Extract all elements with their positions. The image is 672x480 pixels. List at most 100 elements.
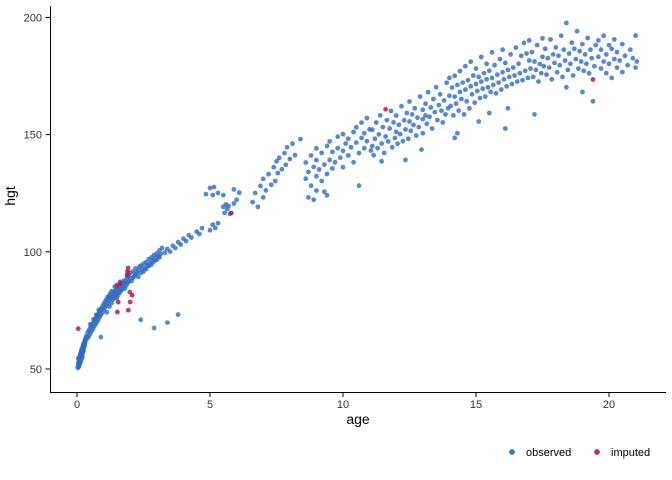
data-point-observed [319,178,325,184]
data-point-observed [562,58,568,63]
data-point-observed [322,162,327,168]
data-point-observed [104,309,110,315]
data-point-observed [541,63,547,69]
data-point-observed [489,75,495,81]
legend-label-observed: observed [526,447,571,459]
data-point-observed [353,140,359,146]
data-point-observed [480,86,486,92]
data-point-observed [263,188,269,193]
data-point-observed [407,119,412,124]
data-point-observed [340,131,346,137]
data-point-observed [459,96,464,102]
data-point-observed [411,122,416,128]
data-point-observed [500,47,505,53]
data-point-observed [158,251,164,257]
data-point-observed [397,131,403,137]
data-point-observed [556,53,561,59]
data-point-imputed [117,280,123,286]
data-point-observed [236,190,242,196]
data-point-imputed [129,292,135,298]
data-point-observed [429,126,435,131]
data-point-observed [210,192,216,198]
data-point-observed [337,155,343,161]
data-point-observed [419,147,424,153]
data-point-observed [596,38,601,43]
data-point-observed [412,105,418,111]
data-point-observed [327,139,333,144]
x-tick-label: 5 [207,399,213,411]
data-point-observed [564,20,569,26]
data-point-observed [335,145,341,151]
data-point-observed [322,189,327,195]
data-point-observed [580,41,585,47]
data-point-observed [272,178,278,184]
data-point-observed [448,103,454,109]
data-point-observed [407,99,412,104]
data-point-observed [165,320,170,325]
data-point-observed [380,124,386,130]
data-point-observed [427,114,432,120]
data-point-observed [460,80,466,85]
data-point-observed [521,40,527,46]
data-point-observed [361,130,367,136]
x-axis-title: age [346,411,370,427]
data-point-observed [314,173,319,179]
data-point-observed [494,72,500,77]
data-point-imputed [115,299,121,305]
data-point-observed [536,79,541,84]
data-point-observed [255,204,261,210]
data-point-observed [199,225,205,231]
data-point-observed [633,33,638,39]
data-point-observed [627,47,633,53]
data-point-observed [290,141,295,147]
data-point-observed [484,76,489,82]
data-point-observed [509,81,515,87]
data-point-observed [351,129,356,135]
data-point-observed [502,126,508,131]
data-point-observed [481,70,487,76]
data-point-observed [518,53,524,59]
data-point-observed [498,87,504,92]
data-point-observed [472,100,478,106]
data-point-observed [433,84,439,90]
data-point-observed [215,190,221,196]
data-point-observed [476,119,482,124]
data-point-observed [373,120,379,125]
data-point-observed [533,67,539,73]
data-point-observed [420,107,426,113]
data-point-observed [593,42,599,48]
data-point-observed [138,317,144,323]
data-point-observed [356,183,362,189]
data-point-observed [468,83,474,89]
data-point-observed [215,220,221,226]
data-point-observed [452,73,458,79]
data-point-observed [415,115,420,121]
data-point-observed [335,134,341,140]
data-point-observed [207,227,213,233]
data-point-observed [420,130,426,136]
data-point-observed [493,90,499,96]
data-point-observed [379,141,384,146]
data-point-observed [601,59,607,64]
data-point-observed [633,65,638,70]
data-point-observed [252,190,258,196]
data-point-observed [598,66,604,71]
data-point-observed [260,176,266,182]
data-point-observed [384,117,390,123]
data-point-observed [432,109,438,115]
data-point-observed [502,60,508,66]
data-point-observed [413,133,419,138]
data-point-observed [538,70,544,76]
data-point-observed [540,54,545,60]
data-point-observed [617,58,622,63]
data-point-observed [420,116,426,122]
data-point-observed [501,76,507,82]
data-point-observed [570,73,576,78]
data-point-observed [611,56,617,62]
data-point-observed [345,136,351,142]
data-point-observed [485,84,491,90]
data-point-observed [474,88,480,94]
data-point-observed [404,110,410,116]
y-tick-label: 150 [24,130,42,142]
